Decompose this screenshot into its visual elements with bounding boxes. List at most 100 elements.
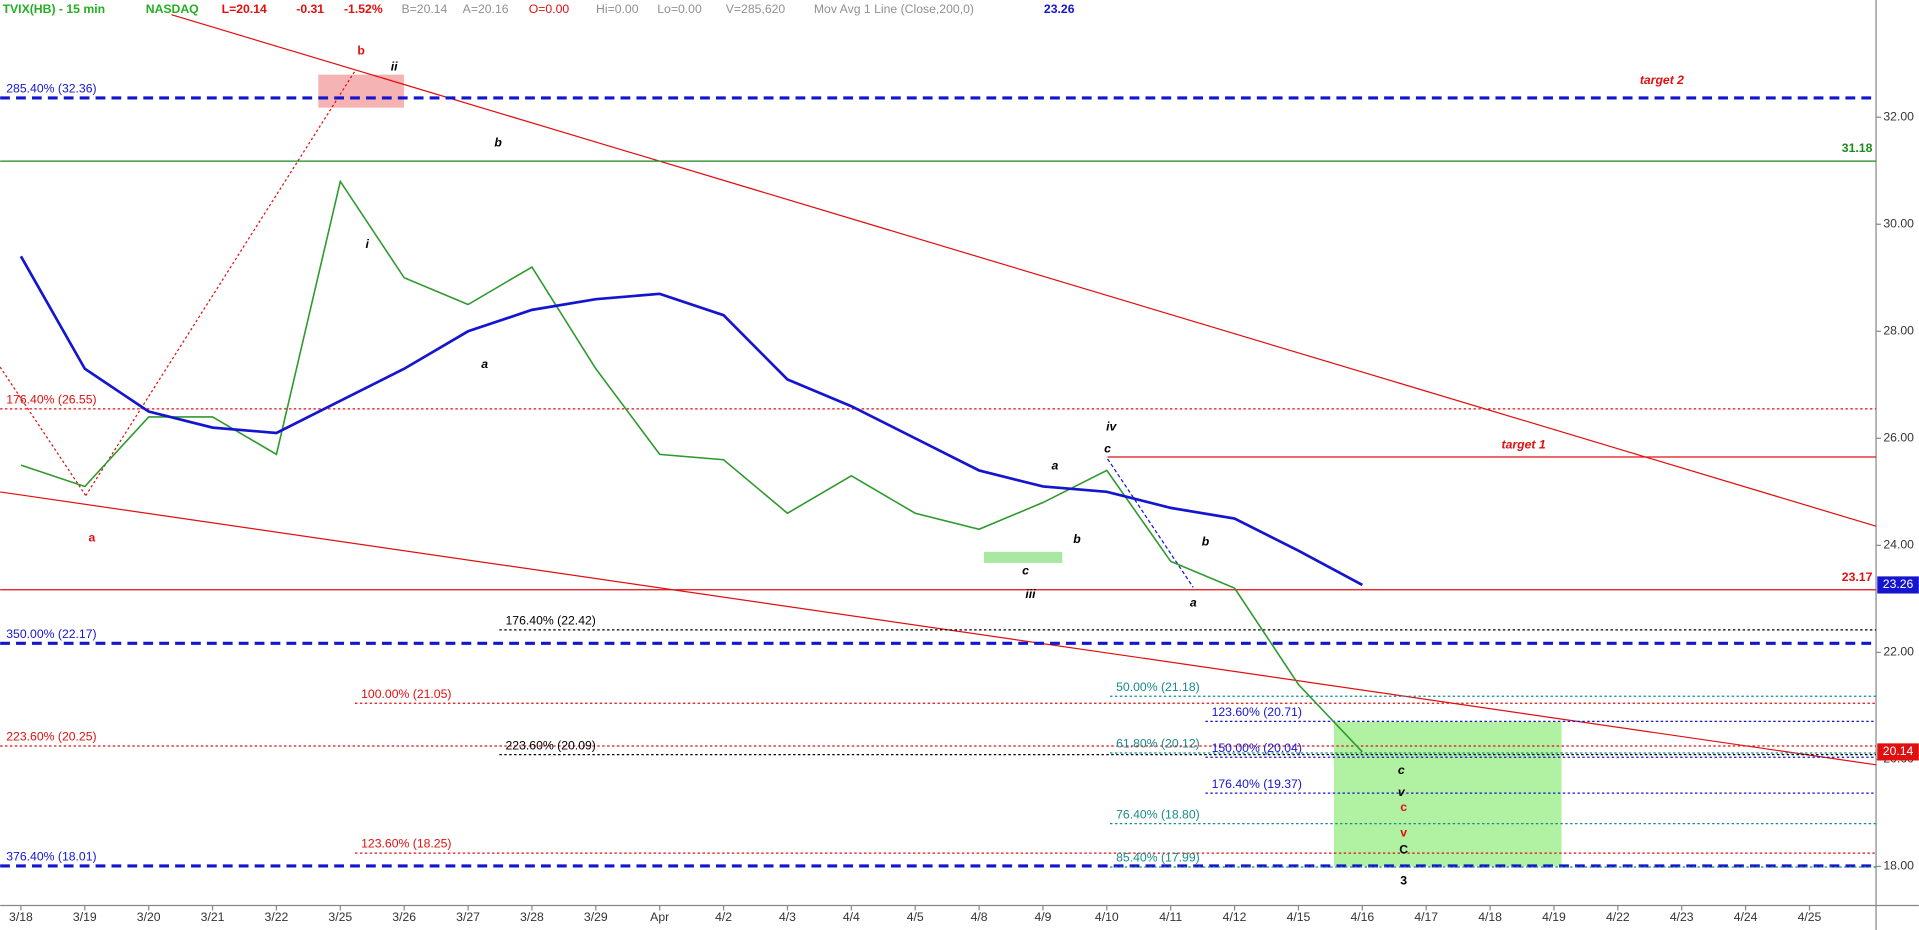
header-text: O=0.00 <box>529 2 570 16</box>
trend-line <box>0 366 87 496</box>
level-label: 150.00% (20.04) <box>1212 741 1302 755</box>
wave-label: b <box>357 44 364 58</box>
level-label: 123.60% (20.71) <box>1212 705 1302 719</box>
level-label: 85.40% (17.99) <box>1116 851 1200 865</box>
x-tick-label: 3/25 <box>328 910 352 924</box>
x-tick-label: 4/24 <box>1734 910 1758 924</box>
x-tick-label: 3/26 <box>392 910 416 924</box>
y-tick-label: 28.00 <box>1883 324 1914 338</box>
x-tick-label: 4/16 <box>1350 910 1374 924</box>
header-text: V=285,620 <box>726 2 786 16</box>
x-tick-label: 4/19 <box>1542 910 1566 924</box>
y-tick-label: 32.00 <box>1883 109 1914 123</box>
wave-label: ii <box>391 60 398 74</box>
level-label: 23.17 <box>1842 570 1873 584</box>
x-tick-label: 3/27 <box>456 910 480 924</box>
level-label: 376.40% (18.01) <box>6 850 96 864</box>
header-text: -0.31 <box>296 2 324 16</box>
wave-label: c <box>1104 441 1111 455</box>
price-line <box>20 179 1363 753</box>
header-text: Hi=0.00 <box>596 2 639 16</box>
wave-label: v <box>1400 826 1407 840</box>
x-tick-label: 3/22 <box>265 910 289 924</box>
price-tag <box>1877 576 1919 594</box>
x-tick-label: 4/2 <box>715 910 732 924</box>
header-text: TVIX(HB) - 15 min <box>3 2 106 16</box>
x-tick-label: 4/25 <box>1798 910 1822 924</box>
wave-label: target 1 <box>1502 438 1546 452</box>
x-tick-label: 4/10 <box>1095 910 1119 924</box>
x-tick-label: 4/15 <box>1287 910 1311 924</box>
trend-line <box>85 70 356 496</box>
header-text: -1.52% <box>344 2 383 16</box>
x-tick-label: 4/22 <box>1606 910 1630 924</box>
x-tick-label: 3/19 <box>73 910 97 924</box>
wave-label: iii <box>1025 587 1036 601</box>
header-text: L=20.14 <box>222 2 267 16</box>
y-tick-label: 26.00 <box>1883 431 1914 445</box>
header-text: A=20.16 <box>463 2 509 16</box>
x-tick-label: Apr <box>650 910 669 924</box>
level-label: 176.40% (19.37) <box>1212 777 1302 791</box>
wave-label: c <box>1398 763 1405 777</box>
level-label: 76.40% (18.80) <box>1116 807 1200 821</box>
wave-label: b <box>1073 532 1081 546</box>
x-tick-label: 4/8 <box>971 910 988 924</box>
x-tick-label: 3/18 <box>9 910 33 924</box>
level-label: 100.00% (21.05) <box>361 687 451 701</box>
trend-line <box>171 14 1877 527</box>
price-tag-label: 23.26 <box>1883 577 1914 591</box>
trend-line <box>0 491 1877 766</box>
level-label: 31.18 <box>1842 141 1873 155</box>
header-text: B=20.14 <box>402 2 448 16</box>
header-text: 23.26 <box>1044 2 1075 16</box>
x-tick-label: 3/21 <box>201 910 225 924</box>
level-label: 223.60% (20.25) <box>6 730 96 744</box>
x-tick-label: 4/5 <box>907 910 924 924</box>
wave-label: b <box>494 135 502 149</box>
level-label: 123.60% (18.25) <box>361 837 451 851</box>
x-tick-label: 4/18 <box>1478 910 1502 924</box>
level-label: 350.00% (22.17) <box>6 627 96 641</box>
x-tick-label: 3/20 <box>137 910 161 924</box>
x-tick-label: 3/29 <box>584 910 608 924</box>
wave-label: a <box>1190 596 1197 610</box>
x-tick-label: 4/11 <box>1159 910 1182 924</box>
x-tick-label: 4/3 <box>779 910 796 924</box>
wave-label: c <box>1022 564 1029 578</box>
wave-label: v <box>1398 785 1406 799</box>
wave-label: C <box>1399 843 1408 857</box>
level-label: 61.80% (20.12) <box>1116 737 1200 751</box>
wave-label: a <box>1052 458 1059 472</box>
y-tick-label: 18.00 <box>1883 859 1914 873</box>
wave-label: target 2 <box>1640 73 1684 87</box>
highlight-box <box>983 551 1063 563</box>
wave-label: iv <box>1106 419 1117 433</box>
wave-label: b <box>1202 534 1210 548</box>
x-tick-label: 3/28 <box>520 910 544 924</box>
wave-label: c <box>1400 800 1407 814</box>
y-tick-label: 24.00 <box>1883 538 1914 552</box>
x-tick-label: 4/23 <box>1670 910 1694 924</box>
x-tick-label: 4/12 <box>1223 910 1247 924</box>
x-tick-label: 4/9 <box>1034 910 1051 924</box>
moving-average-line <box>19 255 1363 587</box>
level-label: 285.40% (32.36) <box>6 82 96 96</box>
y-tick-label: 22.00 <box>1883 645 1914 659</box>
wave-label: a <box>481 357 488 371</box>
trend-line <box>1107 458 1194 588</box>
x-tick-label: 4/4 <box>843 910 860 924</box>
wave-label: i <box>366 237 370 251</box>
header-text: NASDAQ <box>146 2 199 16</box>
level-label: 176.40% (26.55) <box>6 393 96 407</box>
highlight-box <box>318 74 404 108</box>
price-tag <box>1877 743 1919 761</box>
header-text: Lo=0.00 <box>657 2 702 16</box>
y-tick-label: 30.00 <box>1883 216 1914 230</box>
level-label: 50.00% (21.18) <box>1116 680 1200 694</box>
x-tick-label: 4/17 <box>1414 910 1438 924</box>
wave-label: a <box>89 531 96 545</box>
level-label: 176.40% (22.42) <box>506 614 596 628</box>
